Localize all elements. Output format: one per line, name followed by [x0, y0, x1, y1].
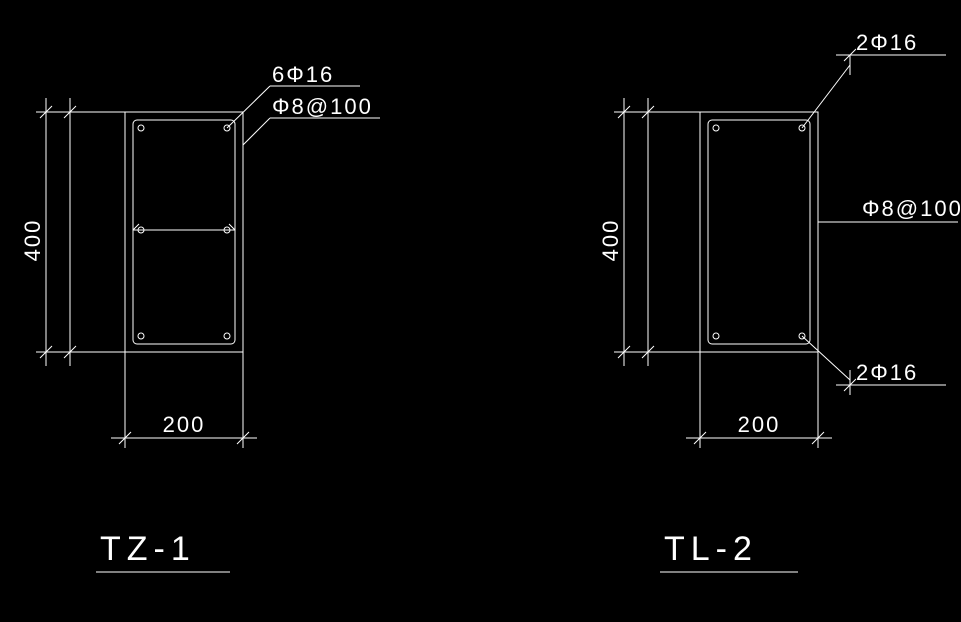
tl2-dim-width: 200: [686, 352, 832, 448]
tz1-title: TZ-1: [100, 530, 196, 568]
tz1-dim-height: 400: [20, 98, 125, 366]
tl2-title: TL-2: [664, 530, 758, 568]
tl2-top-bars-label: 2Φ16: [856, 30, 918, 55]
section-tz1: 400 200 6Φ16 Φ8@100 TZ-1: [20, 62, 380, 572]
tl2-stirrup-rect: [708, 120, 810, 344]
tz1-dim-width: 200: [111, 352, 257, 448]
tl2-dim-height-text: 400: [598, 219, 623, 262]
tl2-rebar-dots: [713, 125, 805, 339]
tl2-bot-bars-callout: 2Φ16: [802, 336, 946, 395]
tl2-top-bars-callout: 2Φ16: [802, 30, 946, 128]
tz1-bars-label: 6Φ16: [272, 62, 334, 87]
tl2-dim-height: 400: [598, 98, 700, 366]
tz1-dim-height-text: 400: [20, 219, 45, 262]
section-tl2: 400 200 2Φ16 Φ8@100: [598, 30, 961, 572]
tz1-mid-tie-hooks: [133, 224, 235, 230]
tl2-bot-bars-label: 2Φ16: [856, 360, 918, 385]
tz1-stirrup-rect: [133, 120, 235, 344]
tl2-dim-width-text: 200: [738, 412, 781, 437]
tz1-leader-stirrups: Φ8@100: [243, 94, 380, 145]
tz1-rebar-dots: [138, 125, 230, 339]
tl2-outer-rect: [700, 112, 818, 352]
tz1-stirrups-label: Φ8@100: [272, 94, 373, 119]
tl2-stirrups-label: Φ8@100: [862, 196, 961, 221]
tl2-stirrups-leader: Φ8@100: [818, 196, 961, 222]
tz1-dim-width-text: 200: [163, 412, 206, 437]
